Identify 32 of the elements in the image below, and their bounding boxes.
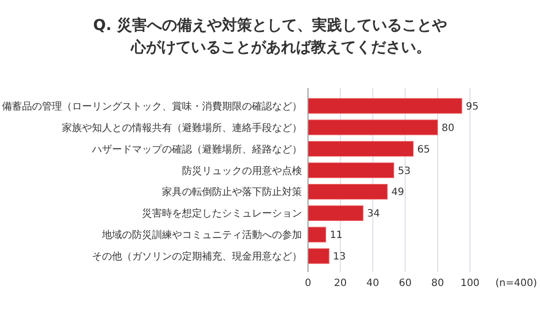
bar [308,120,438,136]
y-tick-label: ハザードマップの確認（避難場所、経路など） [91,143,302,156]
bar [308,226,326,242]
y-tick-label: 防災リュックの用意や点検 [182,164,302,177]
bar [308,205,364,221]
bar [308,98,462,114]
y-tick-label: 地域の防災訓練やコミュニティ活動への参加 [101,229,302,242]
y-tick-label: 家族や知人との情報共有（避難場所、連絡手段など） [62,122,302,134]
x-tick-label: 60 [398,278,412,289]
chart-title: Q. 災害への備えや対策として、実践していることや心がけていることがあれば教えてください。 [93,16,447,56]
data-label: 65 [417,144,430,156]
data-label: 13 [333,252,346,263]
data-label: 95 [466,101,479,112]
y-tick-label: その他（ガソリンの定期補充、現金用意など） [92,250,302,263]
data-label: 53 [398,166,411,177]
bar [308,248,330,264]
bar [308,162,394,178]
data-label: 34 [367,208,380,220]
data-label: 49 [391,187,404,198]
x-tick-label: 80 [431,278,444,289]
y-tick-label: 備蓄品の管理（ローリングストック、賞味・消費期限の確認など） [2,100,302,112]
bar [308,141,414,157]
y-tick-label: 家具の転倒防止や落下防止対策 [162,186,302,198]
y-tick-label: 災害時を想定したシミュレーション [142,208,302,220]
data-label: 80 [442,122,454,134]
bar [308,184,388,200]
x-tick-label: 40 [366,278,380,289]
data-label: 11 [330,230,343,242]
text: (n=400) [495,278,538,289]
x-tick-label: 20 [334,278,347,289]
x-tick-label: 0 [304,278,312,289]
x-tick-label: 100 [460,278,480,289]
